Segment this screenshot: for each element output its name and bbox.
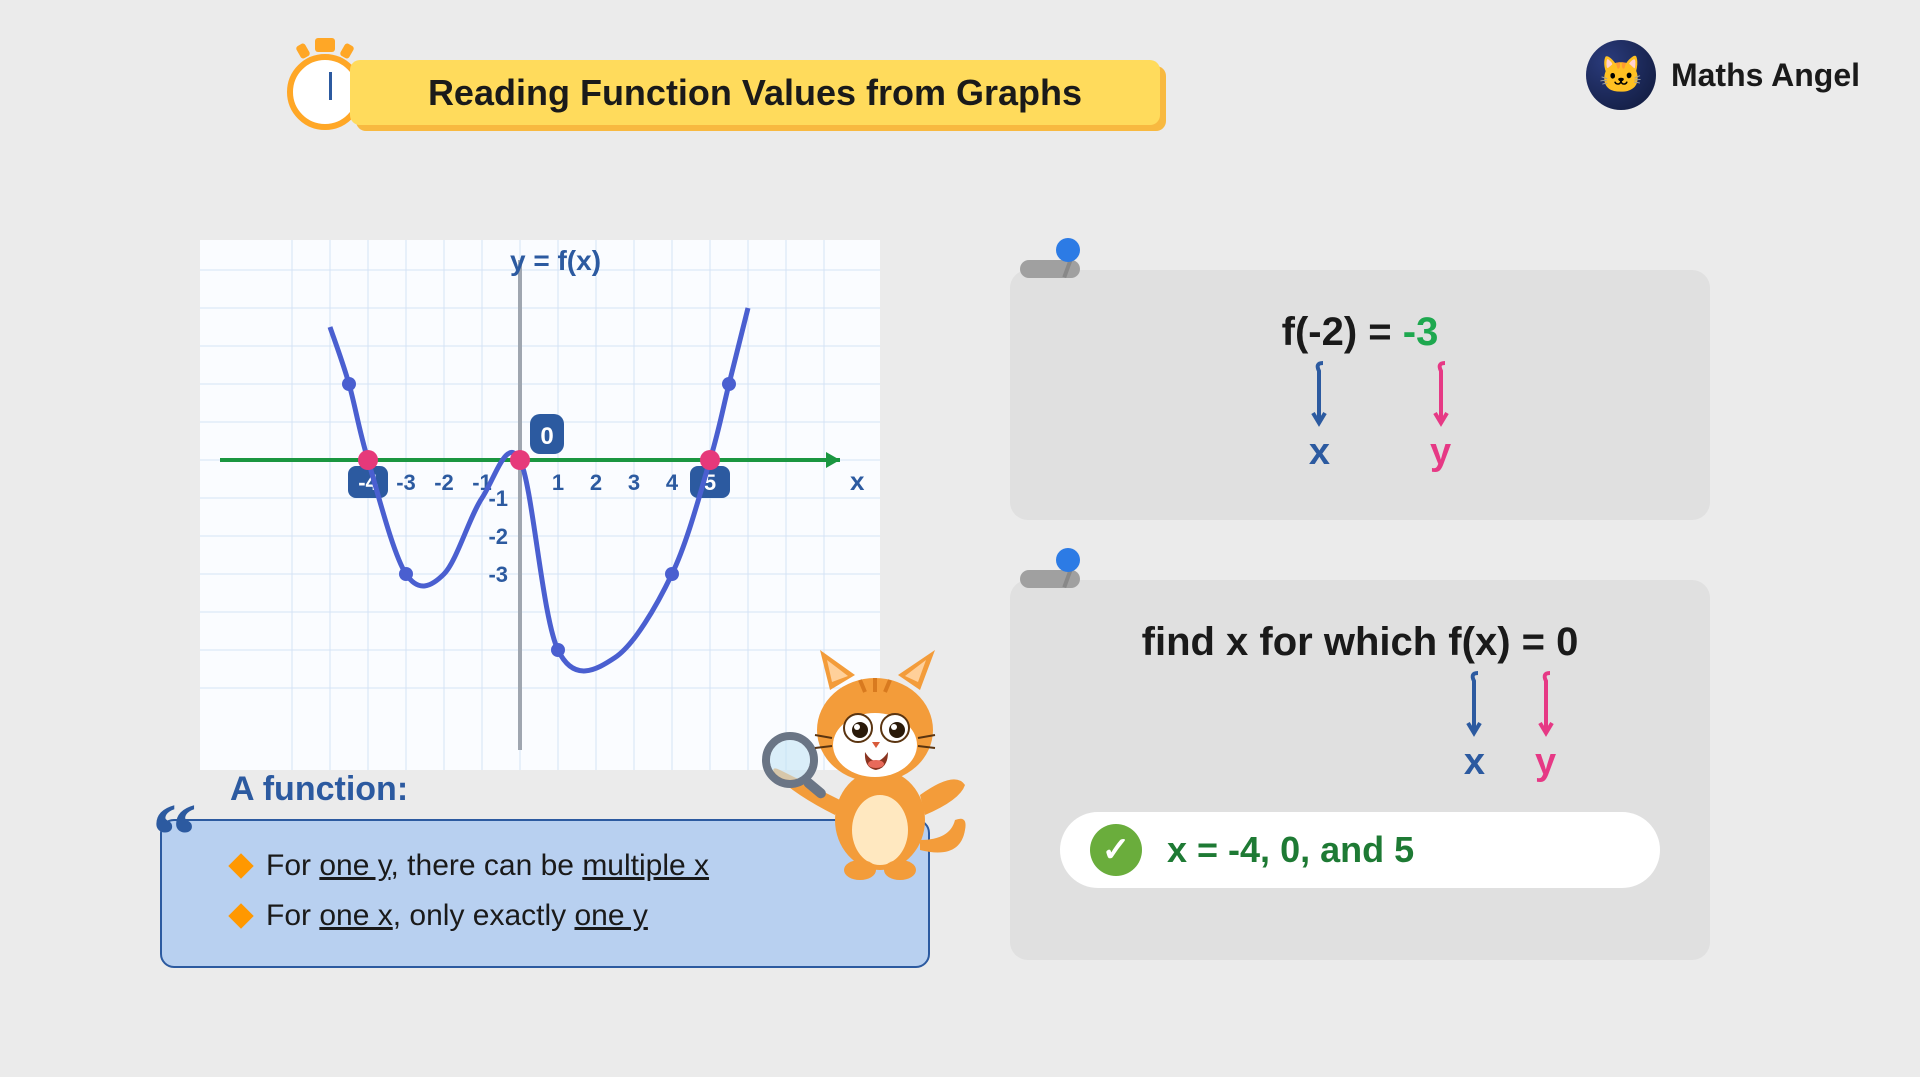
svg-text:-1: -1 [488,486,508,511]
svg-text:x: x [850,466,865,496]
question-line: find x for which f(x) = 0 [1060,620,1660,665]
quote-icon: “ [152,791,197,881]
cat-mascot [760,620,980,880]
func-rule-2: For one x, only exactly one y [232,891,878,941]
x-indicator: x [1309,361,1330,474]
svg-text:-2: -2 [488,524,508,549]
y-indicator: y [1535,671,1556,784]
svg-text:1: 1 [552,470,564,495]
equation-line: f(-2) = -3 [1060,310,1660,355]
example-card-2: find x for which f(x) = 0 x y ✓ x = -4, … [1010,580,1710,960]
svg-text:0: 0 [540,423,553,450]
svg-text:-2: -2 [434,470,454,495]
answer-pill: ✓ x = -4, 0, and 5 [1060,812,1660,888]
brand-logo: 🐱 [1586,40,1656,110]
check-icon: ✓ [1090,824,1142,876]
bullet-diamond-icon [228,853,253,878]
y-indicator: y [1430,361,1451,474]
page-title: Reading Function Values from Graphs [428,72,1082,114]
x-indicator: x [1464,671,1485,784]
svg-text:-3: -3 [396,470,416,495]
title-banner: Reading Function Values from Graphs [350,60,1160,125]
svg-text:4: 4 [666,470,679,495]
brand-logo-emoji: 🐱 [1599,54,1644,96]
brand-name: Maths Angel [1671,57,1860,94]
svg-text:y = f(x): y = f(x) [510,245,601,276]
svg-text:3: 3 [628,470,640,495]
svg-text:2: 2 [590,470,602,495]
brand: 🐱 Maths Angel [1586,40,1860,110]
example-card-1: f(-2) = -3 x y [1010,270,1710,520]
answer-text: x = -4, 0, and 5 [1167,829,1414,871]
bullet-diamond-icon [228,903,253,928]
svg-text:-3: -3 [488,562,508,587]
